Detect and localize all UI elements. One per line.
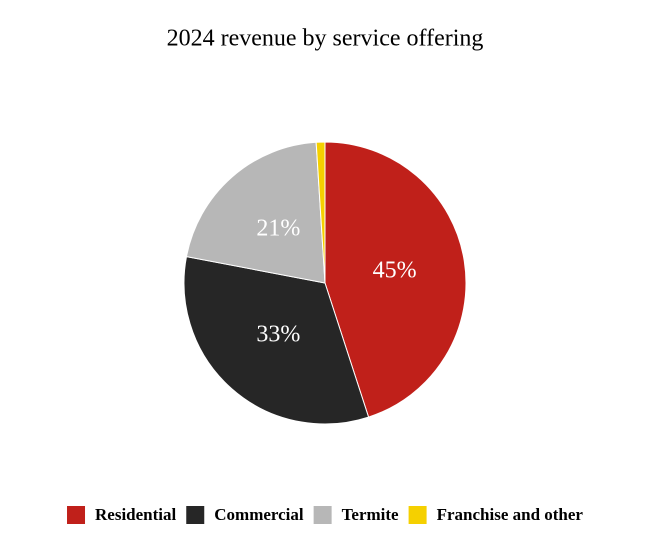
data-label: 33% [256,321,300,347]
legend-swatch [313,506,332,524]
legend-label: Franchise and other [437,505,584,524]
legend-swatch [408,506,427,524]
legend-swatch [67,506,86,524]
pie-slice [183,255,370,425]
pie-slice [324,141,467,418]
data-label: 21% [256,216,300,242]
legend-label: Termite [342,505,399,524]
data-label: 45% [373,257,417,283]
legend-label: Residential [95,505,177,524]
chart-title: 2024 revenue by service offering [167,26,484,52]
legend-swatch [186,506,205,524]
pie-slice [315,141,326,284]
pie-slice [185,141,326,284]
legend-label: Commercial [214,505,304,524]
